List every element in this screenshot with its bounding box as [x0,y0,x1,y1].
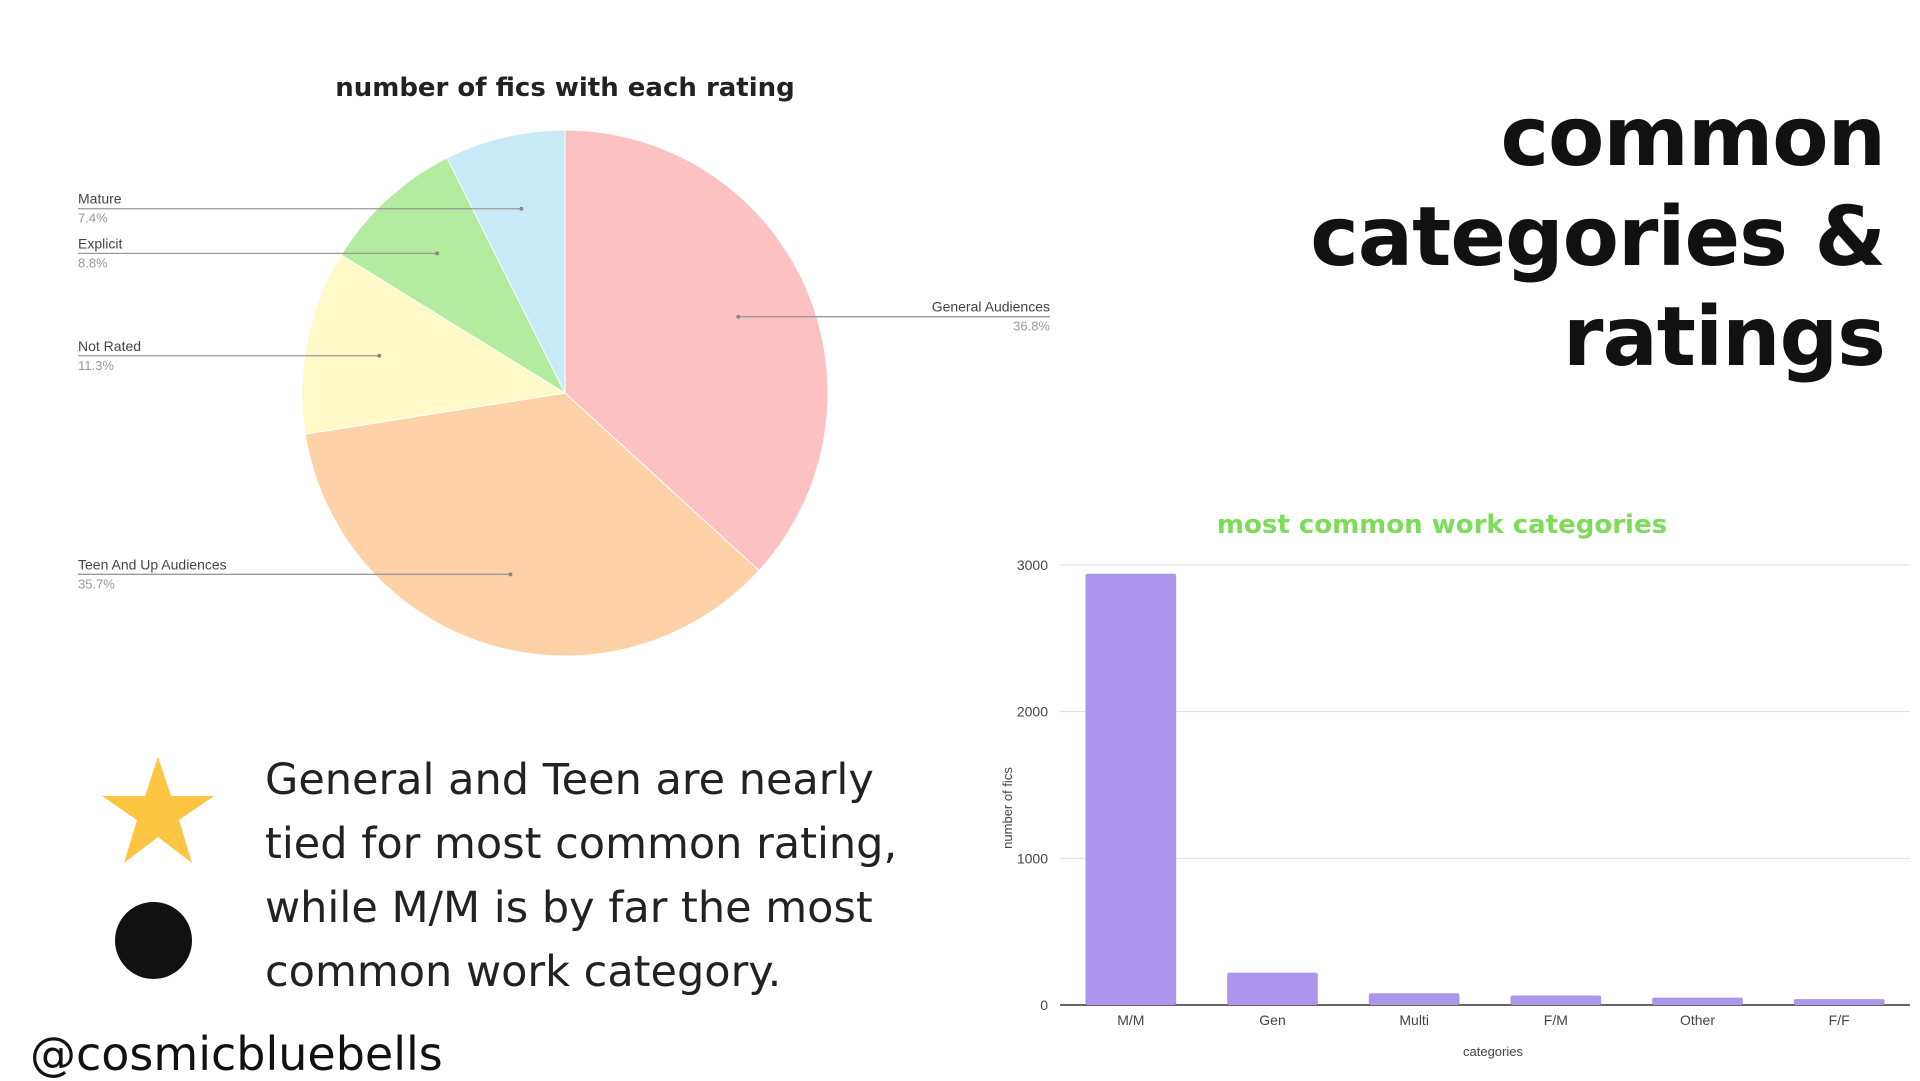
x-axis-label: categories [1463,1044,1523,1059]
pie-slice-explicit [340,157,567,395]
x-tick-multi: Multi [1399,1012,1429,1028]
summary-note: General and Teen are nearly tied for mos… [265,755,898,997]
x-tick-other: Other [1680,1012,1715,1028]
pie-slice-not-rated [301,254,567,435]
y-tick-2000: 2000 [1017,704,1048,720]
pie-percent-mature: 7.4% [78,211,108,226]
heading-line-3: ratings [1563,290,1886,385]
pie-leader-dot-general-audiences [736,314,741,319]
circle-icon [115,902,192,979]
pie-label-mature: Mature [78,191,122,207]
categories-bar-chart: most common work categories 0 1000 2000 300… [1000,510,1910,1059]
heading-line-1: common [1500,90,1886,185]
ratings-pie-chart: number of fics with each rating General … [78,73,1050,657]
bar-gen [1227,972,1318,1005]
pie-slice-general-audiences [564,129,829,572]
pie-percent-not-rated: 11.3% [78,358,114,373]
star-icon [102,757,214,863]
pie-percent-teen-and-up-audiences: 35.7% [78,576,115,591]
y-tick-1000: 1000 [1017,850,1048,866]
heading-line-2: categories & [1310,190,1886,285]
pie-slice-mature [446,129,566,394]
bar-multi [1368,993,1460,1005]
x-tick-m-m: M/M [1117,1012,1144,1028]
pie-leader-dot-explicit [435,251,440,256]
pie-slice-teen-and-up-audiences [304,392,760,657]
author-handle: @cosmicbluebells [30,1027,443,1081]
bar-f-f [1793,999,1885,1005]
x-tick-f-m: F/M [1544,1012,1568,1028]
bar-other [1652,997,1743,1005]
pie-leader-dot-not-rated [377,353,382,358]
pie-percent-explicit: 8.8% [78,255,108,270]
bar-f-m [1510,995,1602,1005]
pie-chart-title: number of fics with each rating [335,73,795,103]
bar-m-m [1085,573,1177,1005]
y-tick-3000: 3000 [1017,557,1048,573]
bar-chart-title: most common work categories [1217,510,1667,540]
y-axis-label: number of fics [1000,767,1015,849]
y-tick-0: 0 [1040,997,1048,1013]
pie-label-explicit: Explicit [78,235,122,251]
x-tick-f-f: F/F [1829,1012,1850,1028]
pie-label-teen-and-up-audiences: Teen And Up Audiences [78,556,227,572]
pie-leader-dot-mature [519,206,524,211]
pie-label-general-audiences: General Audiences [932,299,1050,315]
pie-percent-general-audiences: 36.8% [1013,319,1050,334]
x-tick-gen: Gen [1259,1012,1285,1028]
pie-label-not-rated: Not Rated [78,338,141,354]
page-heading: common categories & ratings [1310,88,1886,388]
pie-leader-dot-teen-and-up-audiences [508,572,513,577]
